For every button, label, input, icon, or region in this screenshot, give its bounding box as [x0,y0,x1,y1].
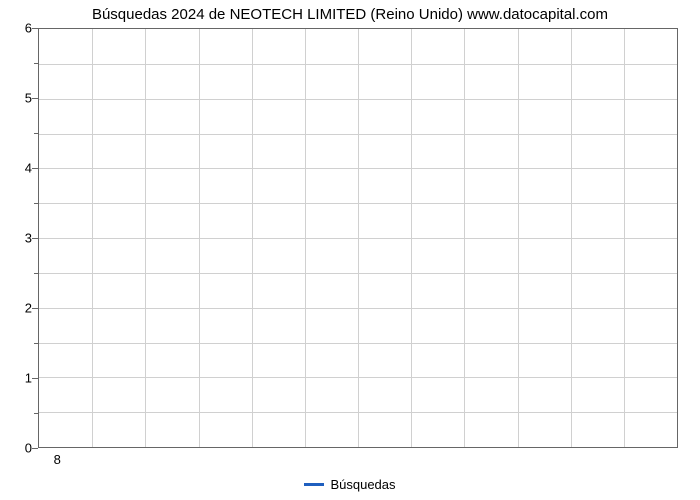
y-axis-tick [32,308,38,309]
y-axis-tick-label: 6 [10,21,32,36]
y-axis-tick-label: 4 [10,161,32,176]
grid-line-vertical [624,29,625,447]
grid-line-vertical [571,29,572,447]
y-axis-minor-tick [34,343,38,344]
y-axis-tick [32,168,38,169]
grid-line-vertical [358,29,359,447]
y-axis-tick [32,238,38,239]
y-axis-tick [32,28,38,29]
legend-swatch-icon [304,483,324,486]
y-axis-tick-label: 3 [10,231,32,246]
y-axis-tick [32,98,38,99]
y-axis-minor-tick [34,203,38,204]
chart-plot-wrap: 8 0123456 [38,28,678,448]
y-axis-tick-label: 0 [10,441,32,456]
grid-line-vertical [252,29,253,447]
legend-label: Búsquedas [330,477,395,492]
grid-line-vertical [518,29,519,447]
y-axis-tick-label: 2 [10,301,32,316]
legend-item: Búsquedas [304,477,395,492]
grid-line-vertical [411,29,412,447]
y-axis-tick-label: 5 [10,91,32,106]
grid-line-vertical [305,29,306,447]
chart-title: Búsquedas 2024 de NEOTECH LIMITED (Reino… [0,6,700,23]
y-axis-minor-tick [34,273,38,274]
chart-plot-area [38,28,678,448]
grid-line-vertical [199,29,200,447]
chart-legend: Búsquedas [0,474,700,492]
y-axis-minor-tick [34,413,38,414]
grid-line-vertical [145,29,146,447]
y-axis-minor-tick [34,63,38,64]
y-axis-minor-tick [34,133,38,134]
x-axis-tick-label: 8 [54,452,61,467]
y-axis-tick-label: 1 [10,371,32,386]
y-axis-tick [32,378,38,379]
grid-line-vertical [92,29,93,447]
y-axis-tick [32,448,38,449]
grid-line-vertical [464,29,465,447]
